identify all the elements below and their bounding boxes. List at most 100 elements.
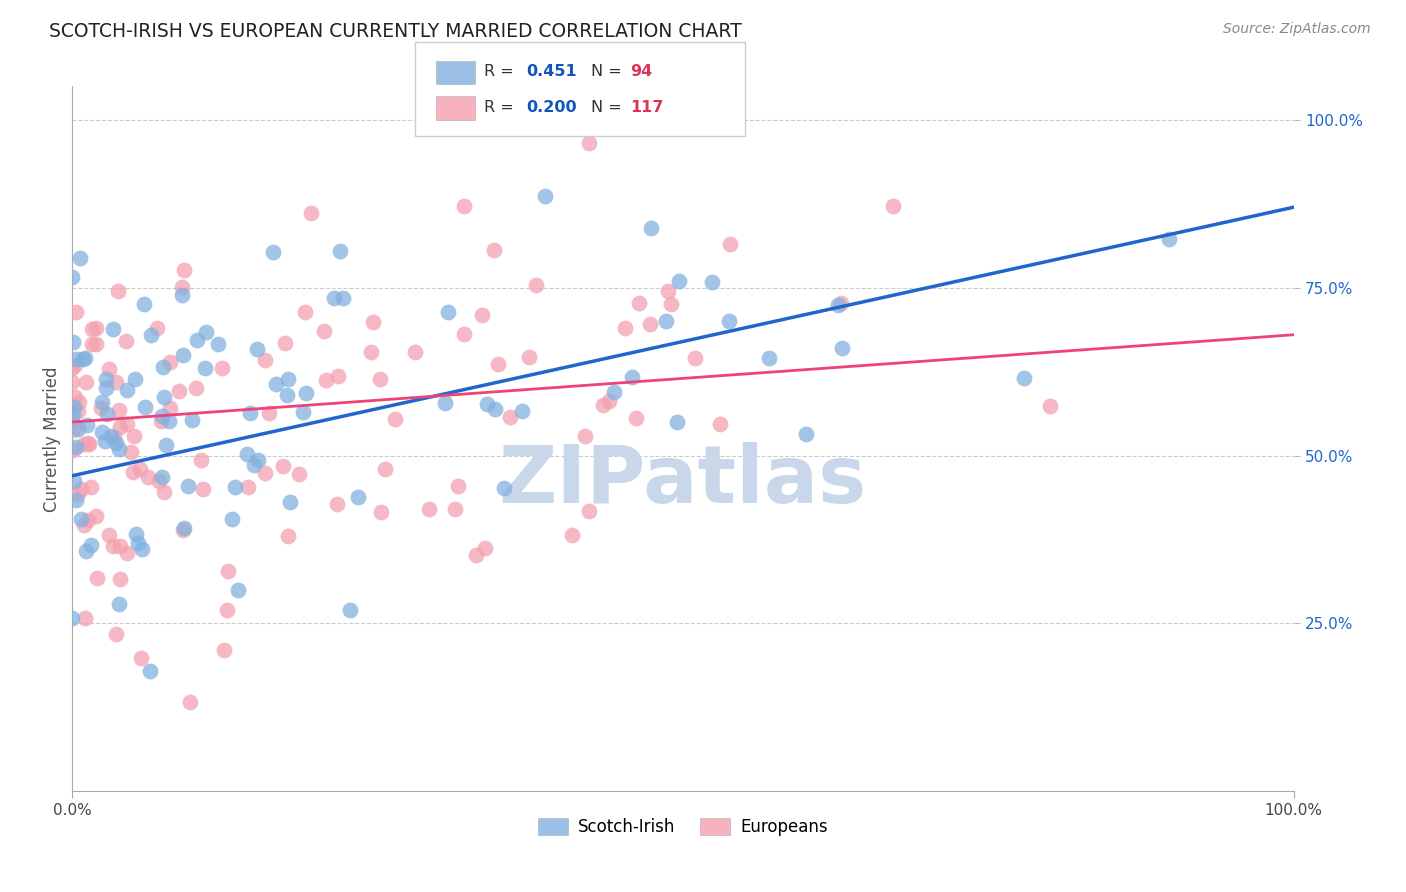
Europeans (519, 350, 541, 364)
Europeans (108, 572, 131, 586)
Scotch-Irish (62, 334, 84, 349)
Scotch-Irish (295, 385, 318, 400)
Europeans (97, 528, 120, 542)
Europeans (465, 549, 488, 563)
Scotch-Irish (246, 453, 269, 467)
Europeans (84, 321, 107, 335)
Europeans (217, 564, 239, 578)
Europeans (104, 626, 127, 640)
Europeans (374, 462, 396, 476)
Scotch-Irish (100, 429, 122, 443)
Europeans (315, 373, 337, 387)
Text: Source: ZipAtlas.com: Source: ZipAtlas.com (1223, 22, 1371, 37)
Scotch-Irish (640, 221, 662, 235)
Scotch-Irish (94, 434, 117, 448)
Europeans (115, 546, 138, 560)
Europeans (384, 411, 406, 425)
Scotch-Irish (139, 665, 162, 679)
Scotch-Irish (668, 274, 690, 288)
Europeans (294, 305, 316, 319)
Scotch-Irish (278, 495, 301, 509)
Scotch-Irish (603, 384, 626, 399)
Scotch-Irish (827, 298, 849, 312)
Scotch-Irish (758, 351, 780, 365)
Scotch-Irish (510, 403, 533, 417)
Europeans (79, 437, 101, 451)
Scotch-Irish (266, 377, 288, 392)
Text: R =: R = (484, 100, 519, 114)
Europeans (326, 497, 349, 511)
Europeans (277, 529, 299, 543)
Europeans (214, 643, 236, 657)
Scotch-Irish (80, 538, 103, 552)
Scotch-Irish (91, 425, 114, 439)
Europeans (486, 357, 509, 371)
Scotch-Irish (90, 394, 112, 409)
Europeans (471, 308, 494, 322)
Scotch-Irish (239, 406, 262, 420)
Europeans (80, 480, 103, 494)
Scotch-Irish (322, 291, 344, 305)
Scotch-Irish (329, 244, 352, 258)
Europeans (115, 417, 138, 431)
Scotch-Irish (1012, 371, 1035, 385)
Europeans (524, 278, 547, 293)
Europeans (120, 445, 142, 459)
Europeans (159, 401, 181, 416)
Europeans (114, 334, 136, 348)
Europeans (613, 321, 636, 335)
Europeans (578, 136, 600, 151)
Scotch-Irish (60, 269, 83, 284)
Scotch-Irish (131, 541, 153, 556)
Scotch-Irish (221, 512, 243, 526)
Scotch-Irish (246, 342, 269, 356)
Scotch-Irish (226, 583, 249, 598)
Europeans (683, 351, 706, 365)
Europeans (75, 375, 97, 389)
Europeans (103, 430, 125, 444)
Scotch-Irish (62, 611, 84, 625)
Europeans (561, 528, 583, 542)
Europeans (159, 355, 181, 369)
Scotch-Irish (108, 442, 131, 457)
Europeans (628, 295, 651, 310)
Europeans (105, 375, 128, 389)
Europeans (274, 335, 297, 350)
Europeans (146, 321, 169, 335)
Europeans (361, 315, 384, 329)
Europeans (179, 695, 201, 709)
Europeans (136, 470, 159, 484)
Europeans (326, 369, 349, 384)
Europeans (73, 437, 96, 451)
Scotch-Irish (243, 458, 266, 472)
Scotch-Irish (69, 252, 91, 266)
Scotch-Irish (96, 407, 118, 421)
Europeans (578, 504, 600, 518)
Scotch-Irish (1157, 232, 1180, 246)
Scotch-Irish (150, 469, 173, 483)
Scotch-Irish (152, 359, 174, 374)
Europeans (299, 206, 322, 220)
Scotch-Irish (339, 603, 361, 617)
Scotch-Irish (194, 360, 217, 375)
Scotch-Irish (134, 401, 156, 415)
Scotch-Irish (73, 351, 96, 365)
Europeans (173, 263, 195, 277)
Europeans (128, 462, 150, 476)
Scotch-Irish (75, 544, 97, 558)
Europeans (1039, 399, 1062, 413)
Scotch-Irish (620, 370, 643, 384)
Text: N =: N = (591, 64, 627, 78)
Scotch-Irish (700, 275, 723, 289)
Europeans (236, 480, 259, 494)
Europeans (211, 361, 233, 376)
Scotch-Irish (347, 490, 370, 504)
Scotch-Irish (236, 447, 259, 461)
Scotch-Irish (108, 597, 131, 611)
Europeans (131, 651, 153, 665)
Europeans (108, 403, 131, 417)
Scotch-Irish (433, 396, 456, 410)
Scotch-Irish (654, 314, 676, 328)
Scotch-Irish (194, 325, 217, 339)
Europeans (190, 453, 212, 467)
